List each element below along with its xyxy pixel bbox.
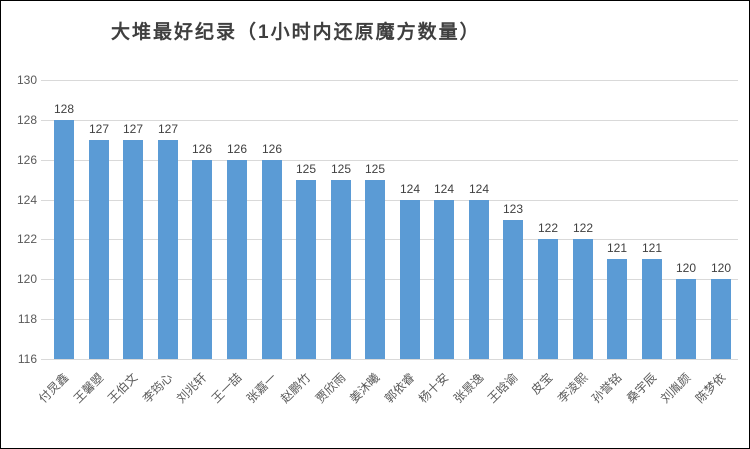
bar-value-label: 124 (468, 182, 490, 196)
bar (469, 200, 489, 359)
chart-title: 大堆最好纪录（1小时内还原魔方数量） (111, 22, 481, 43)
bar (89, 140, 109, 359)
bar-value-label: 120 (675, 261, 697, 275)
bar-value-label: 127 (88, 122, 110, 136)
bar-value-label: 125 (364, 162, 386, 176)
bar-value-label: 126 (261, 142, 283, 156)
gridline (41, 160, 738, 161)
bar-value-label: 127 (157, 122, 179, 136)
bar (192, 160, 212, 359)
bar-value-label: 120 (710, 261, 732, 275)
bar (573, 239, 593, 359)
bar (538, 239, 558, 359)
bar (227, 160, 247, 359)
bar (711, 279, 731, 359)
bar (296, 180, 316, 359)
bar (434, 200, 454, 359)
bar-value-label: 123 (502, 202, 524, 216)
bar-value-label: 126 (226, 142, 248, 156)
bar-value-label: 122 (537, 221, 559, 235)
y-tick-label: 116 (17, 352, 37, 366)
gridline (41, 239, 738, 240)
y-tick-label: 130 (16, 73, 37, 87)
y-tick-label: 122 (16, 232, 37, 246)
y-tick-label: 120 (16, 272, 37, 286)
bar (123, 140, 143, 359)
y-tick-label: 118 (17, 312, 37, 326)
bar (54, 120, 74, 359)
gridline (41, 120, 738, 121)
bar (607, 259, 627, 359)
bar-value-label: 122 (572, 221, 594, 235)
bar-value-label: 126 (191, 142, 213, 156)
bar (400, 200, 420, 359)
bar-value-label: 124 (433, 182, 455, 196)
bar (158, 140, 178, 359)
bar-value-label: 127 (122, 122, 144, 136)
bar-value-label: 121 (641, 241, 663, 255)
gridline (41, 279, 738, 280)
bar-value-label: 125 (330, 162, 352, 176)
y-tick-label: 124 (16, 193, 37, 207)
y-tick-label: 126 (16, 153, 37, 167)
bar (503, 220, 523, 359)
plot-area: 116 118 120 122 124 126 128 130 128 付炅鑫 127 王馨曌 127 王… (17, 73, 738, 406)
bar-value-label: 121 (606, 241, 628, 255)
gridline (41, 80, 738, 81)
bar (642, 259, 662, 359)
bar (365, 180, 385, 359)
bar (262, 160, 282, 359)
bar-value-label: 124 (399, 182, 421, 196)
gridline (41, 359, 738, 360)
bar (331, 180, 351, 359)
bar-value-label: 128 (53, 102, 75, 116)
bar-value-label: 125 (295, 162, 317, 176)
gridline (41, 319, 738, 320)
y-tick-label: 128 (16, 113, 37, 127)
bar (676, 279, 696, 359)
gridline (41, 200, 738, 201)
